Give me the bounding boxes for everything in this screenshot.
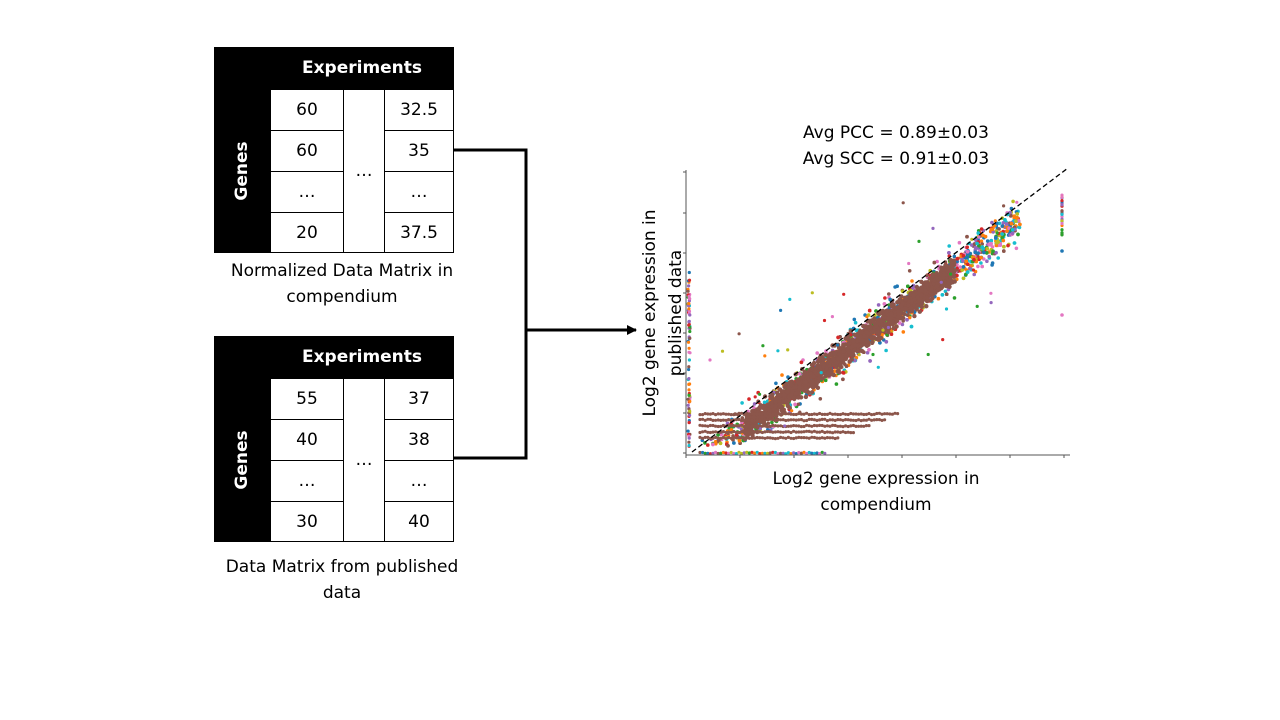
connector-line-top <box>454 148 528 460</box>
matrix-cell: … <box>270 460 344 502</box>
matrix-cell: 37 <box>384 378 454 420</box>
matrix-side-bar <box>214 47 270 253</box>
caption-line: compendium <box>286 287 398 307</box>
matrix-cell: 40 <box>384 501 454 542</box>
matrix-bottom: Experiments Genes 55 40 … 30 … 37 38 … 4… <box>214 336 454 542</box>
matrix-side-bar <box>214 336 270 542</box>
matrix-header-label: Experiments <box>301 58 423 78</box>
matrix-middle-cell: … <box>343 89 385 253</box>
matrix-cell: 20 <box>270 212 344 253</box>
matrix-cell: 32.5 <box>384 89 454 131</box>
matrix-cell: 40 <box>270 419 344 461</box>
matrix-cell: 35 <box>384 130 454 172</box>
matrix-cell: 37.5 <box>384 212 454 253</box>
matrix-cell: 55 <box>270 378 344 420</box>
matrix-top: Experiments Genes 60 60 … 20 … 32.5 35 …… <box>214 47 454 253</box>
matrix-top-caption: Normalized Data Matrix in compendium <box>200 258 484 310</box>
matrix-header-label: Experiments <box>301 347 423 367</box>
caption-line: Data Matrix from published <box>225 557 459 577</box>
matrix-bottom-caption: Data Matrix from published data <box>196 554 488 606</box>
caption-line: data <box>322 583 362 603</box>
matrix-cell: … <box>384 460 454 502</box>
matrix-cell: 30 <box>270 501 344 542</box>
caption-line: Normalized Data Matrix in <box>230 261 454 281</box>
